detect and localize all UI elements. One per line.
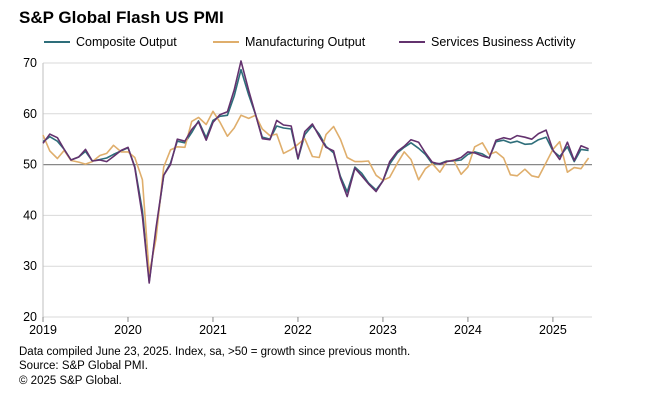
series-line-manufacturing [42, 110, 590, 275]
series-line-services [42, 60, 589, 284]
y-tick-label-40: 40 [23, 208, 37, 222]
x-tick-label-2024: 2024 [454, 323, 482, 337]
y-tick-label-50: 50 [23, 158, 37, 172]
chart-title: S&P Global Flash US PMI [19, 8, 224, 27]
x-tick-label-2019: 2019 [29, 323, 57, 337]
legend-item-services: Services Business Activity [399, 35, 576, 49]
x-tick-label-2023: 2023 [369, 323, 397, 337]
series-line-composite [42, 68, 589, 283]
footer-copyright: © 2025 S&P Global. [19, 374, 122, 387]
legend-item-manufacturing: Manufacturing Output [213, 35, 365, 49]
legend-label-manufacturing: Manufacturing Output [245, 35, 366, 49]
x-tick-label-2020: 2020 [114, 323, 142, 337]
footer-note: Data compiled June 23, 2025. Index, sa, … [19, 346, 411, 358]
y-tick-label-60: 60 [23, 107, 37, 121]
legend-swatch-composite [44, 40, 70, 43]
x-tick-label-2022: 2022 [284, 323, 312, 337]
x-tick-label-2025: 2025 [539, 323, 567, 337]
legend-item-composite: Composite Output [44, 35, 177, 49]
x-tick-label-2021: 2021 [199, 323, 227, 337]
y-tick-label-30: 30 [23, 259, 37, 273]
y-tick-label-70: 70 [23, 56, 37, 70]
y-tick-label-20: 20 [23, 310, 37, 324]
legend-swatch-manufacturing [213, 40, 239, 43]
legend-label-services: Services Business Activity [431, 35, 576, 49]
chart-footer: Data compiled June 23, 2025. Index, sa, … [19, 345, 410, 388]
line-chart: 20 30 40 50 60 70 2019 2020 2021 2022 2023 2024 2025 [23, 56, 592, 337]
legend-swatch-services [399, 40, 425, 43]
legend-label-composite: Composite Output [76, 35, 177, 49]
footer-source: Source: S&P Global PMI. [19, 360, 148, 373]
